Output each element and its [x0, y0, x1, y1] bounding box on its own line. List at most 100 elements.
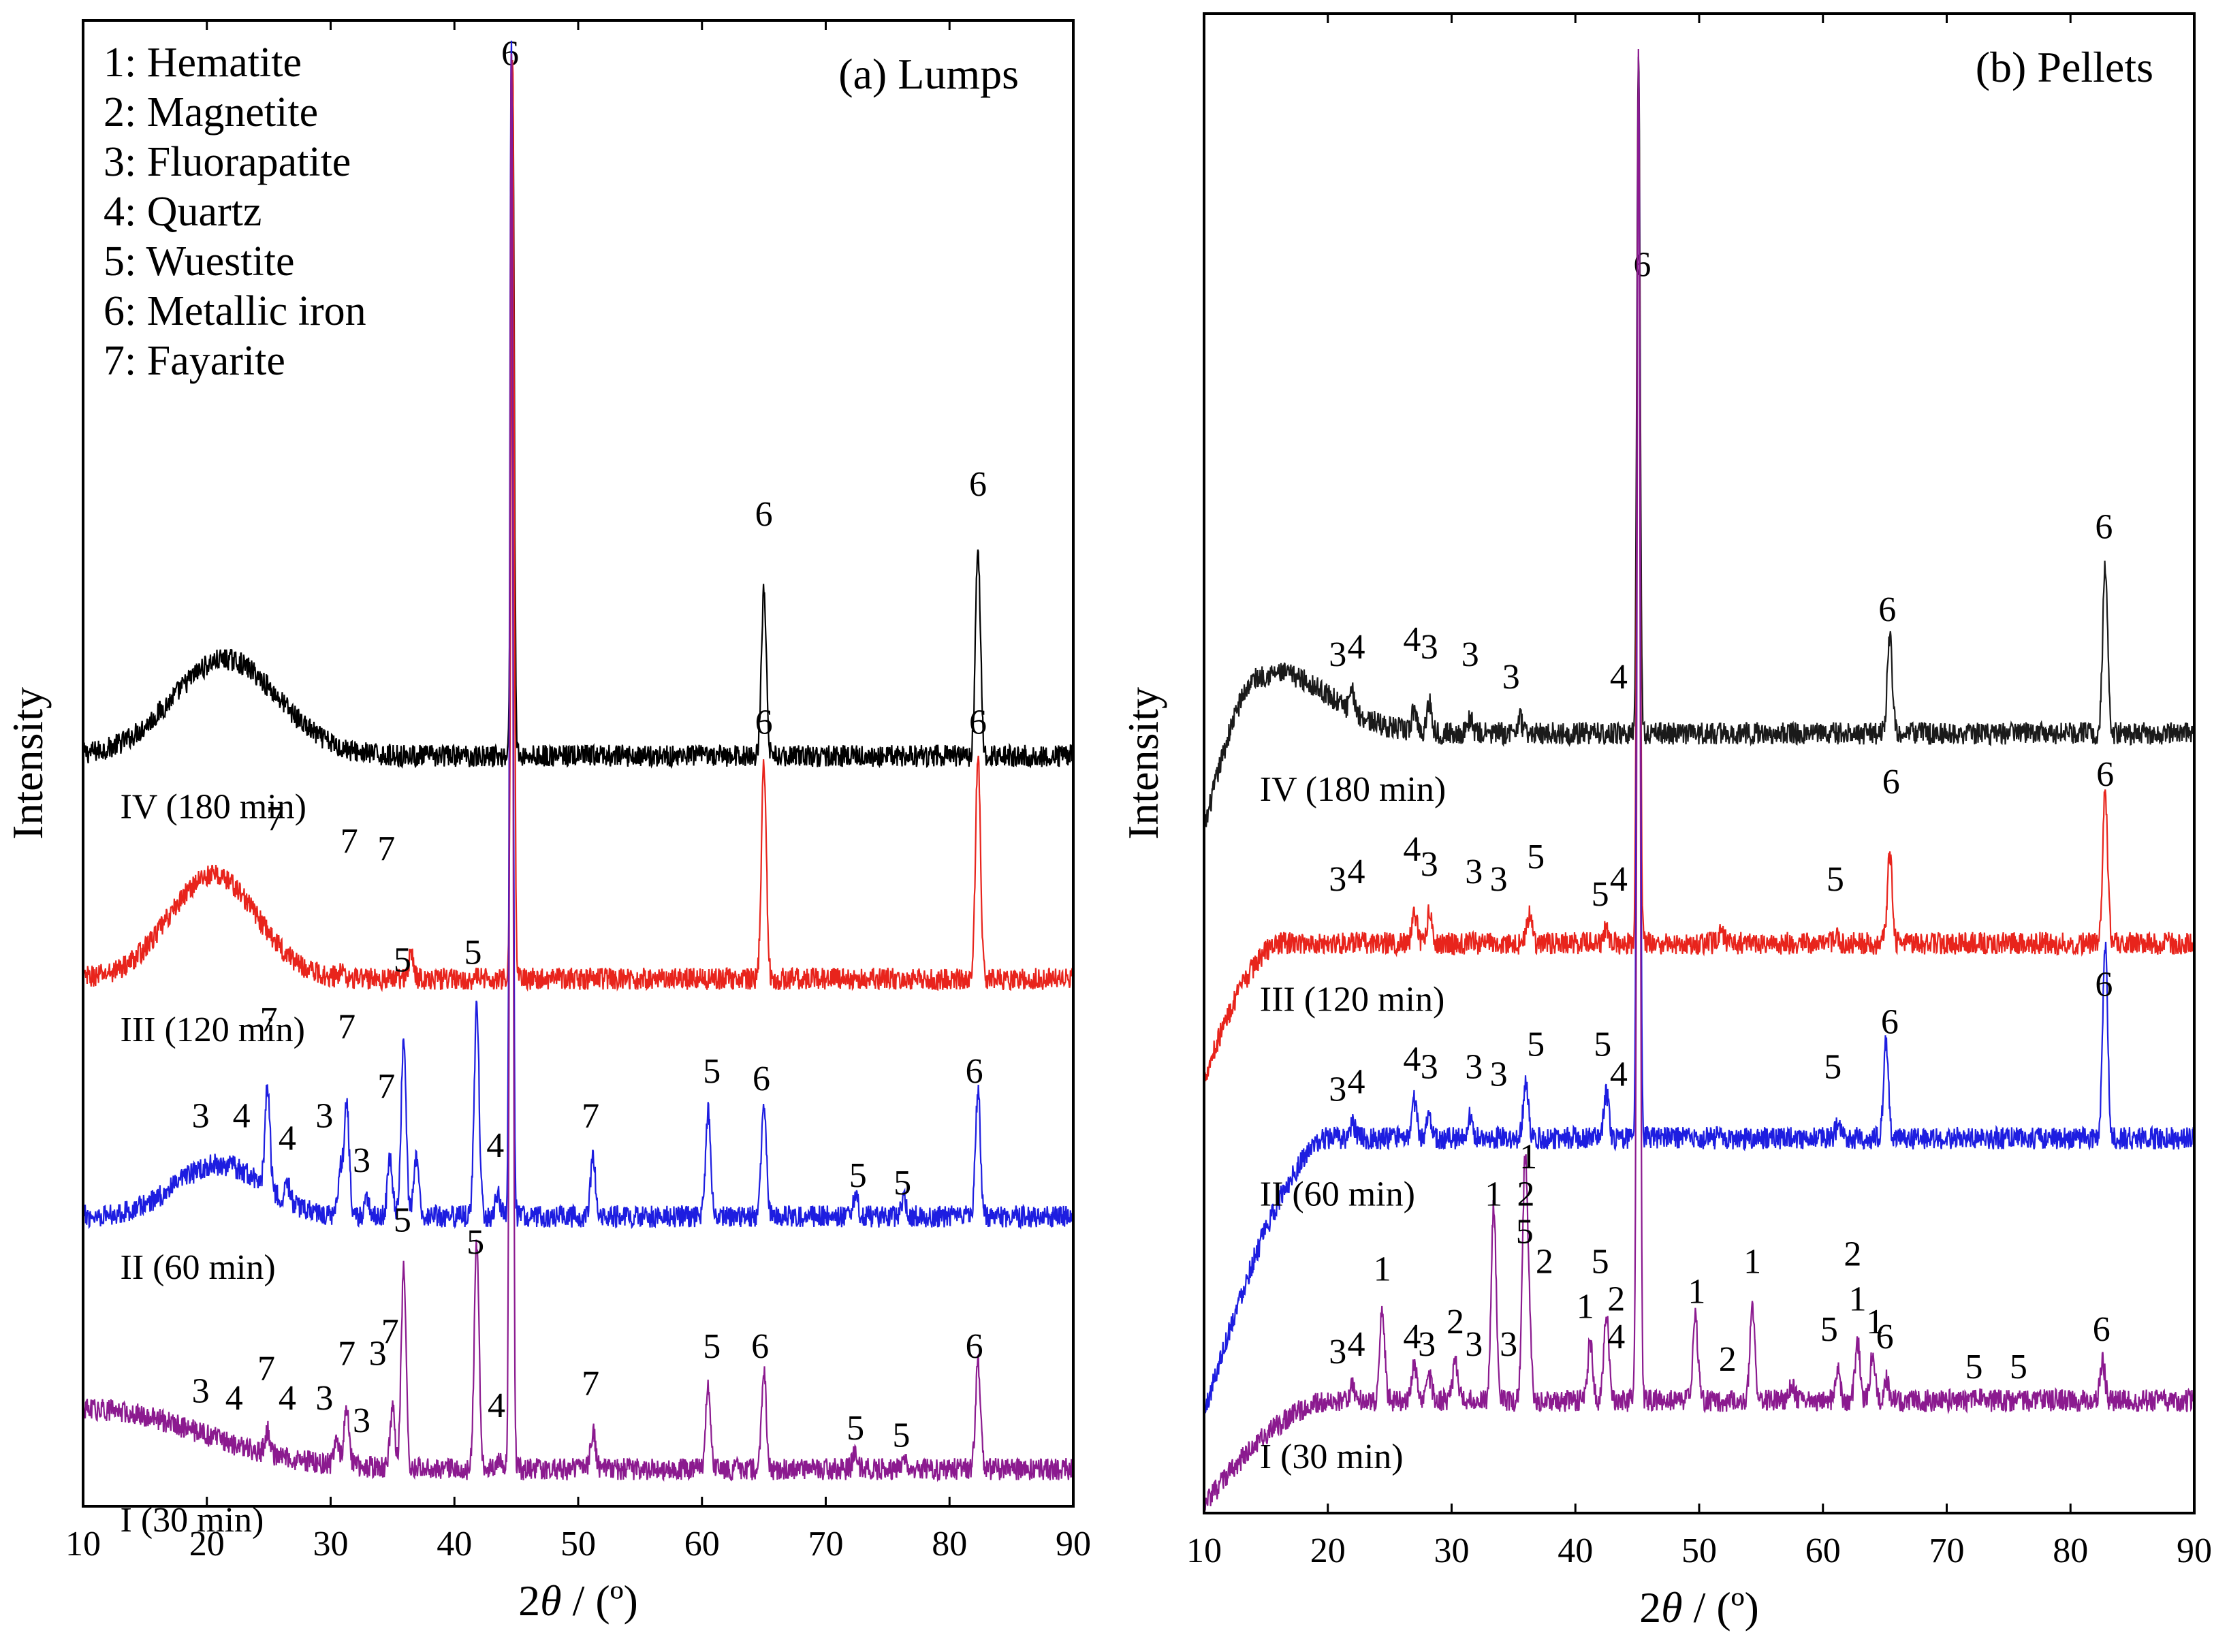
peak-label: 6	[2095, 965, 2113, 1004]
x-tick-label: 70	[808, 1525, 844, 1563]
peak-label: 2	[1719, 1340, 1737, 1379]
series-line-2	[82, 59, 1074, 993]
legend-entry: 4: Quartz	[104, 189, 262, 235]
peak-label: 4	[486, 1126, 504, 1165]
peak-label: 6	[755, 495, 773, 534]
legend-entry: 7: Fayarite	[104, 338, 285, 384]
peak-label: 4	[1348, 628, 1365, 667]
peak-label: 6	[1878, 590, 1896, 629]
peak-label: 4	[1607, 1318, 1625, 1356]
peak-label: 5	[1594, 1025, 1611, 1064]
peak-label: 2	[1607, 1280, 1625, 1319]
peak-label: 1	[1485, 1175, 1502, 1214]
legend-entry: 1: Hematite	[104, 39, 302, 86]
x-tick-label: 90	[1056, 1525, 1091, 1563]
peak-label: 7	[257, 1350, 275, 1388]
x-tick-label: 50	[560, 1525, 596, 1563]
peak-label: 3	[1329, 635, 1346, 674]
peak-label: 5	[1592, 1243, 1609, 1282]
peak-label: 6	[966, 1327, 983, 1366]
peak-label: 6	[2096, 755, 2114, 794]
series-line-4	[82, 53, 1074, 1482]
peak-label: 4	[225, 1379, 243, 1418]
series-line-4	[1203, 48, 2195, 1511]
peak-label: 4	[1348, 1062, 1365, 1101]
peak-label: 3	[1490, 860, 1508, 899]
x-tick-label: 30	[1434, 1531, 1470, 1570]
peak-label: 6	[1876, 1318, 1894, 1356]
peak-label: 7	[381, 1312, 399, 1351]
peak-label: 7	[266, 799, 284, 838]
peak-label: 5	[1965, 1348, 1982, 1386]
peak-label: 5	[467, 1223, 484, 1262]
peak-label: 2	[1536, 1243, 1553, 1282]
peak-label: 4	[1610, 1055, 1628, 1094]
peak-label: 1	[1849, 1280, 1867, 1319]
peak-label: 2	[1844, 1235, 1861, 1274]
peak-label: 5	[394, 940, 411, 979]
x-tick-label: 10	[1186, 1531, 1222, 1570]
peak-label: 6	[969, 465, 987, 504]
series-line-2	[1204, 74, 2195, 1081]
peak-label: 6	[2093, 1310, 2111, 1349]
peak-label: 4	[1610, 860, 1628, 899]
x-tick-label: 60	[1805, 1531, 1841, 1570]
peak-label: 4	[1403, 1318, 1421, 1356]
peak-label: 6	[969, 703, 987, 742]
peak-label: 5	[1824, 1047, 1841, 1086]
peak-label: 5	[464, 934, 482, 972]
peak-label: 3	[315, 1097, 333, 1136]
x-axis-title: 2θ / (º)	[1639, 1583, 1759, 1632]
peak-label: 3	[1329, 1333, 1346, 1371]
peak-label: 6	[501, 34, 519, 73]
legend-entry: 3: Fluorapatite	[104, 139, 351, 185]
peak-label: 3	[192, 1371, 210, 1410]
peak-label: 5	[394, 1201, 411, 1239]
peak-label: 7	[260, 1000, 278, 1039]
peak-label: 5	[703, 1052, 721, 1091]
x-tick-label: 50	[1681, 1531, 1717, 1570]
series-line-3	[82, 40, 1074, 1230]
series-line-1	[82, 67, 1074, 769]
peak-label: 1	[1577, 1288, 1594, 1327]
panel-title: (a) Lumps	[838, 50, 1019, 98]
peak-label: 6	[751, 1327, 769, 1366]
peak-label: 6	[755, 703, 773, 742]
x-tick-label: 90	[2177, 1531, 2212, 1570]
peak-label: 4	[488, 1386, 505, 1425]
peak-label: 7	[377, 1067, 395, 1106]
panel-title: (b) Pellets	[1976, 43, 2153, 91]
series-label-1: IV (180 min)	[1260, 770, 1446, 809]
peak-label: 3	[1465, 1325, 1483, 1364]
peak-label: 5	[1527, 1025, 1545, 1064]
series-label-3: II (60 min)	[121, 1248, 276, 1287]
peak-label: 6	[753, 1060, 770, 1098]
x-tick-label: 30	[313, 1525, 349, 1563]
x-tick-label: 80	[932, 1525, 967, 1563]
peak-label: 7	[338, 1008, 355, 1047]
peak-label: 6	[966, 1052, 983, 1091]
peak-label: 6	[2095, 508, 2113, 547]
peak-label: 4	[279, 1379, 296, 1418]
peak-label: 3	[1500, 1325, 1517, 1364]
peak-label: 5	[1516, 1213, 1534, 1252]
peak-label: 3	[192, 1097, 210, 1136]
series-label-2: III (120 min)	[1260, 980, 1444, 1019]
peak-label: 2	[1517, 1175, 1535, 1214]
y-axis-title: Intensity	[1119, 687, 1167, 840]
peak-label: 5	[1592, 875, 1609, 914]
series-label-3: II (60 min)	[1260, 1175, 1415, 1214]
x-tick-label: 20	[189, 1525, 225, 1563]
series-line-1	[1203, 57, 2195, 827]
peak-label: 3	[353, 1141, 370, 1180]
peak-label: 1	[1519, 1138, 1537, 1177]
peak-label: 7	[582, 1364, 599, 1403]
peak-label: 3	[1465, 853, 1483, 891]
peak-label: 3	[1421, 845, 1438, 884]
peak-label: 6	[1882, 763, 1900, 801]
x-tick-label: 60	[684, 1525, 720, 1563]
peak-label: 5	[1827, 860, 1844, 899]
peak-label: 3	[1490, 1055, 1508, 1094]
